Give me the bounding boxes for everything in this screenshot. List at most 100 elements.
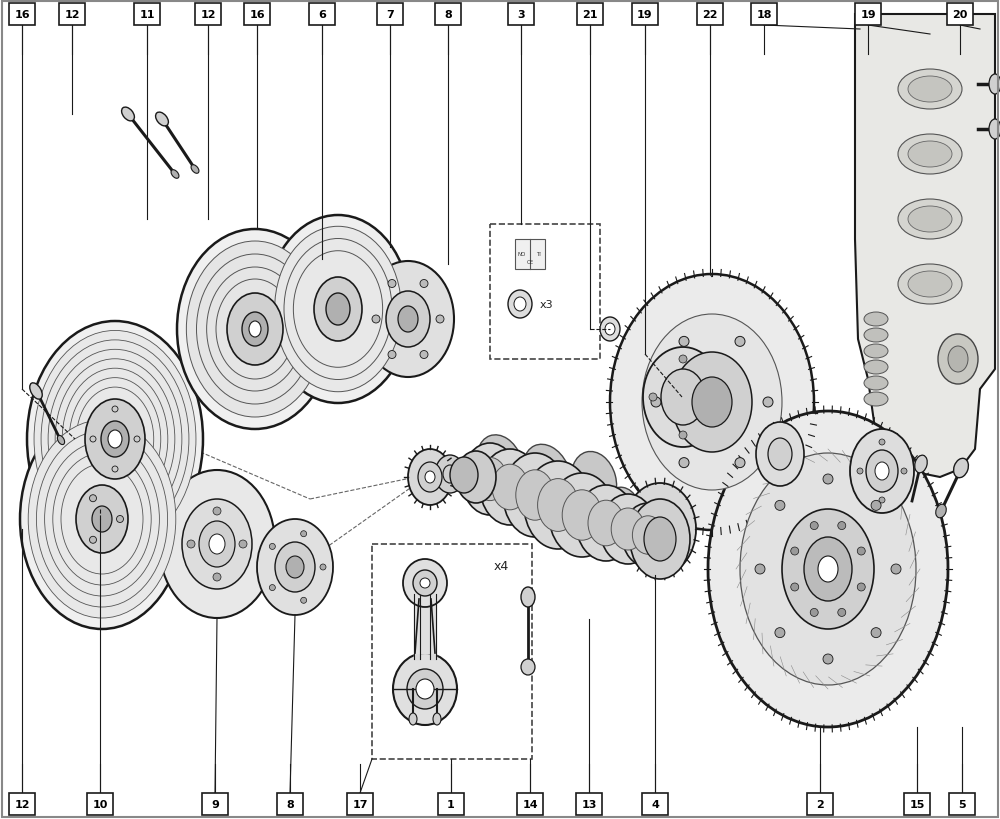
Bar [134, 4, 160, 26]
Bar [904, 793, 930, 815]
Bar [277, 793, 303, 815]
Ellipse shape [191, 165, 199, 174]
Ellipse shape [642, 314, 782, 491]
Circle shape [269, 544, 275, 550]
Ellipse shape [740, 454, 916, 686]
Ellipse shape [216, 279, 294, 379]
Circle shape [735, 458, 745, 468]
Ellipse shape [514, 297, 526, 311]
Ellipse shape [908, 272, 952, 297]
Text: 17: 17 [352, 799, 368, 809]
Ellipse shape [596, 487, 640, 547]
Ellipse shape [661, 369, 705, 426]
Text: 8: 8 [286, 799, 294, 809]
Ellipse shape [41, 341, 189, 538]
Ellipse shape [523, 445, 571, 502]
Circle shape [775, 500, 785, 511]
Ellipse shape [159, 470, 275, 618]
Ellipse shape [644, 518, 676, 561]
Circle shape [871, 628, 881, 638]
Circle shape [420, 351, 428, 359]
Circle shape [651, 397, 661, 408]
Ellipse shape [85, 400, 145, 479]
Ellipse shape [182, 500, 252, 590]
Circle shape [679, 458, 689, 468]
Circle shape [90, 495, 97, 502]
Ellipse shape [643, 347, 723, 447]
Ellipse shape [948, 346, 968, 373]
Ellipse shape [492, 464, 528, 510]
Ellipse shape [521, 659, 535, 675]
Text: TI: TI [536, 252, 540, 257]
Ellipse shape [53, 454, 151, 586]
Ellipse shape [473, 458, 507, 501]
Ellipse shape [898, 135, 962, 174]
Text: 4: 4 [651, 799, 659, 809]
Ellipse shape [393, 654, 457, 725]
Circle shape [857, 468, 863, 474]
Bar [642, 793, 668, 815]
Ellipse shape [866, 450, 898, 492]
Bar [508, 4, 534, 26]
Ellipse shape [571, 452, 617, 511]
Bar [87, 793, 113, 815]
Ellipse shape [435, 455, 465, 493]
Ellipse shape [624, 483, 696, 575]
Circle shape [301, 531, 307, 537]
Ellipse shape [610, 274, 814, 531]
Ellipse shape [600, 495, 656, 564]
Ellipse shape [588, 500, 624, 546]
Text: 11: 11 [139, 10, 155, 20]
Ellipse shape [640, 504, 680, 555]
Circle shape [649, 393, 657, 401]
Ellipse shape [55, 360, 175, 519]
Circle shape [301, 598, 307, 604]
Circle shape [871, 500, 881, 511]
Ellipse shape [326, 294, 350, 326]
Ellipse shape [48, 350, 182, 529]
Ellipse shape [708, 411, 948, 727]
Circle shape [134, 437, 140, 442]
Text: 19: 19 [637, 10, 653, 20]
Text: 5: 5 [958, 799, 966, 809]
Bar [195, 4, 221, 26]
Bar [855, 4, 881, 26]
Ellipse shape [177, 229, 333, 429]
Ellipse shape [605, 324, 615, 336]
Ellipse shape [850, 429, 914, 514]
Ellipse shape [398, 306, 418, 333]
Text: NOTICE: NOTICE [516, 260, 544, 269]
Ellipse shape [936, 505, 946, 518]
Ellipse shape [286, 556, 304, 578]
Circle shape [791, 547, 799, 555]
Ellipse shape [524, 461, 592, 550]
Ellipse shape [622, 504, 674, 568]
Ellipse shape [600, 318, 620, 342]
Text: 9: 9 [211, 799, 219, 809]
Ellipse shape [782, 509, 874, 629]
Ellipse shape [875, 463, 889, 481]
Ellipse shape [275, 227, 401, 392]
Text: 13: 13 [581, 799, 597, 809]
Ellipse shape [898, 70, 962, 110]
Circle shape [213, 573, 221, 581]
Circle shape [679, 355, 687, 364]
Ellipse shape [443, 465, 457, 483]
Ellipse shape [418, 463, 442, 492]
Text: 12: 12 [64, 10, 80, 20]
Ellipse shape [425, 472, 435, 483]
Ellipse shape [499, 460, 545, 519]
Text: 12: 12 [200, 10, 216, 20]
Ellipse shape [908, 142, 952, 168]
Ellipse shape [630, 500, 690, 579]
Text: 1: 1 [447, 799, 455, 809]
Bar [435, 4, 461, 26]
Text: 14: 14 [522, 799, 538, 809]
Bar [347, 793, 373, 815]
Circle shape [901, 468, 907, 474]
Ellipse shape [516, 470, 554, 521]
Ellipse shape [30, 383, 42, 400]
Bar [697, 4, 723, 26]
Circle shape [838, 522, 846, 530]
Circle shape [891, 564, 901, 574]
